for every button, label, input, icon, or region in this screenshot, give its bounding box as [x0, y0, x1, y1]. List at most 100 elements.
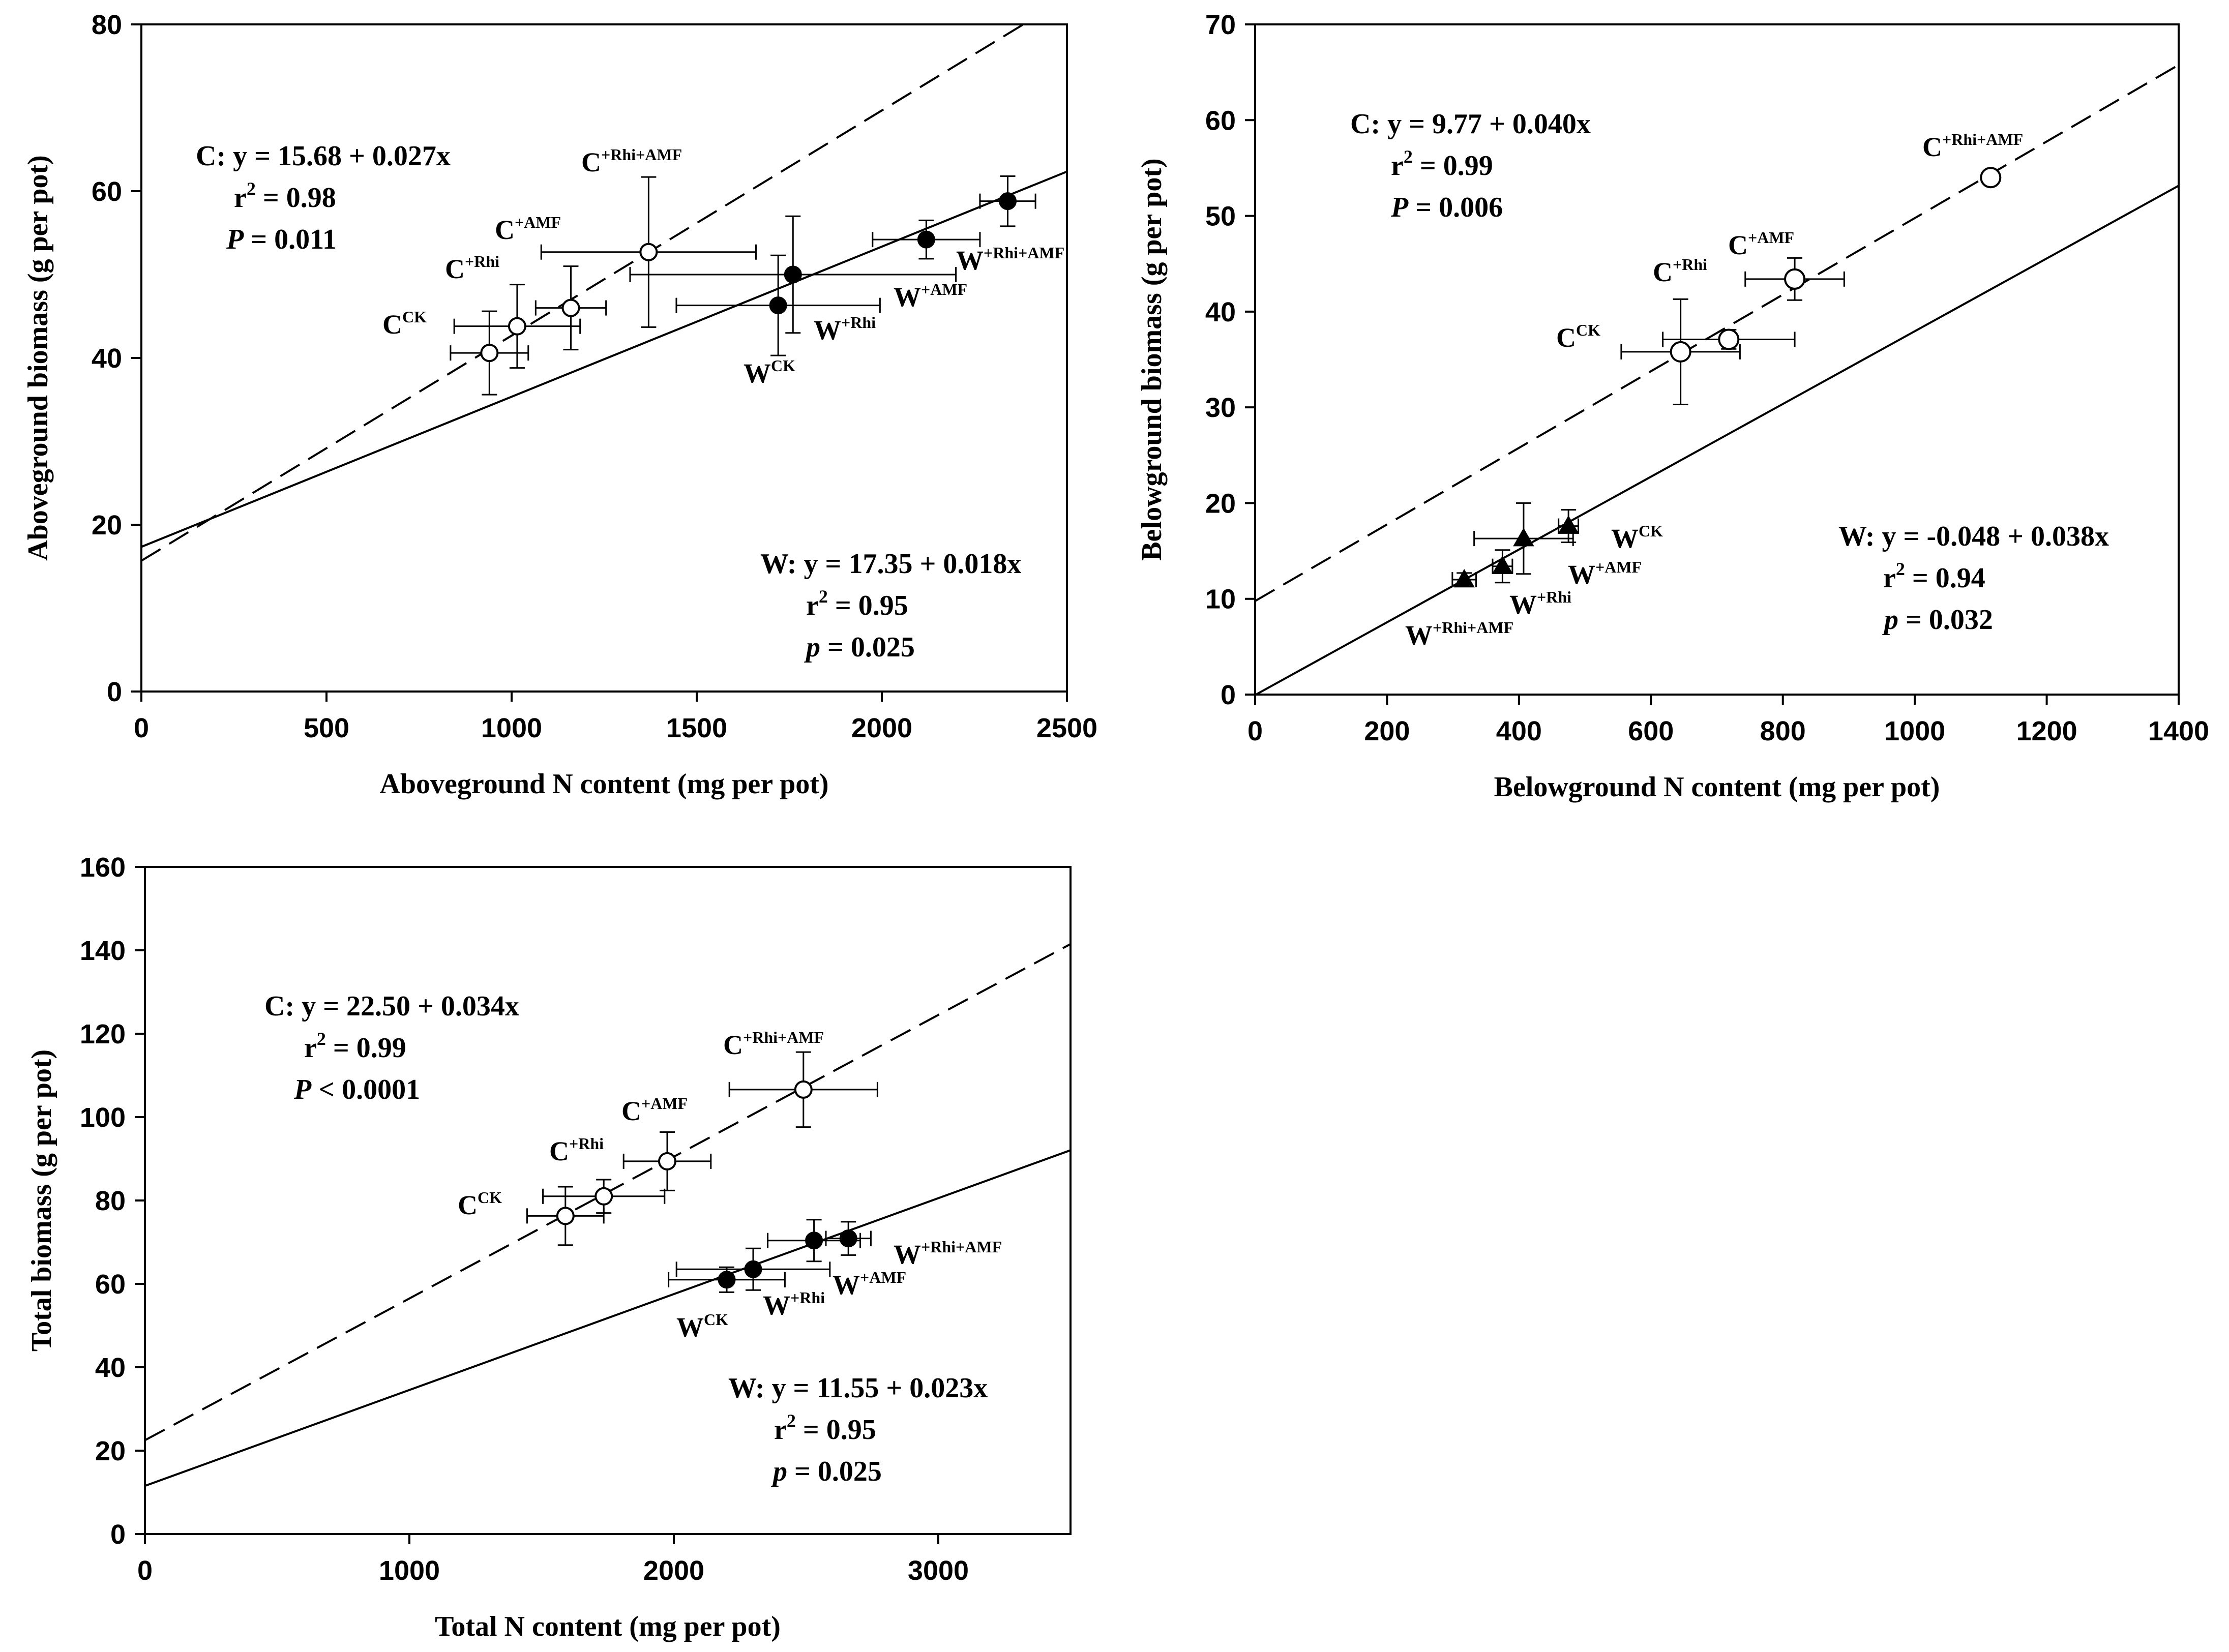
data-point-marker — [744, 1260, 762, 1278]
p-value-value: < 0.0001 — [311, 1074, 420, 1105]
plot-frame — [140, 23, 1068, 693]
regression-line-c — [141, 24, 1026, 562]
regression-line-c — [1255, 64, 2179, 602]
p-value-symbol: P — [226, 224, 244, 255]
treatment-label: W+Rhi — [763, 1288, 825, 1320]
data-point-marker — [769, 296, 787, 315]
x-tick-label: 800 — [1760, 716, 1806, 746]
treatment-label-base: C — [1556, 322, 1576, 353]
r-squared-value: = 0.99 — [326, 1032, 406, 1064]
y-tick-label: 20 — [95, 1436, 126, 1466]
x-tick-label: 0 — [1247, 716, 1263, 746]
treatment-label-base: W — [1509, 589, 1537, 620]
r-squared-value: = 0.94 — [1905, 562, 1985, 594]
y-tick-label: 20 — [92, 510, 122, 540]
y-tick-label: 160 — [80, 852, 126, 883]
p-value-symbol: p — [1882, 604, 1898, 636]
treatment-label-superscript: +Rhi+AMF — [1942, 130, 2023, 148]
p-value-symbol: p — [771, 1456, 787, 1487]
treatment-label: C+AMF — [1728, 228, 1794, 260]
regression-lines — [1255, 64, 2179, 695]
treatment-label-base: W — [956, 245, 984, 276]
p-value: P = 0.006 — [1390, 192, 1503, 223]
x-tick-label: 3000 — [908, 1555, 969, 1586]
treatment-label: W+AMF — [1568, 558, 1642, 590]
y-tick-label: 40 — [1205, 297, 1236, 327]
r-squared-value: = 0.98 — [256, 182, 336, 214]
r-squared: r2 = 0.98 — [234, 178, 336, 214]
y-tick-label: 40 — [92, 343, 122, 374]
treatment-label-superscript: +Rhi+AMF — [1433, 618, 1513, 637]
p-value: p = 0.032 — [1882, 604, 1993, 636]
data-point-marker — [794, 1080, 813, 1099]
p-value-value: = 0.006 — [1408, 192, 1503, 223]
treatment-label-superscript: +Rhi — [841, 313, 876, 332]
point-c-1 — [453, 284, 581, 369]
treatment-label: CCK — [1556, 321, 1600, 353]
y-axis-title: Aboveground biomass (g per pot) — [22, 155, 54, 561]
data-point-marker — [917, 230, 935, 249]
data-point-marker — [1980, 167, 2002, 189]
x-tick-label: 400 — [1496, 716, 1542, 746]
x-tick-label: 1000 — [379, 1555, 440, 1586]
treatment-label-superscript: CK — [402, 308, 427, 326]
y-tick-label: 120 — [80, 1019, 126, 1049]
r-squared: r2 = 0.99 — [1391, 146, 1493, 182]
y-tick-label: 60 — [95, 1269, 126, 1300]
treatment-label-superscript: +Rhi — [790, 1288, 825, 1307]
data-point-marker — [839, 1229, 857, 1248]
treatment-label: C+Rhi+AMF — [1922, 130, 2023, 162]
treatment-label-superscript: CK — [1576, 321, 1600, 339]
point-c-0 — [526, 1186, 605, 1246]
treatment-label: WCK — [1611, 522, 1663, 554]
data-point-marker — [1718, 328, 1740, 350]
equation-line: W: y = 11.55 + 0.023x — [728, 1372, 988, 1404]
point-w-3 — [979, 175, 1036, 227]
point-w-3 — [825, 1221, 872, 1256]
data-point-marker — [508, 317, 526, 336]
treatment-label-superscript: +Rhi — [1537, 588, 1571, 606]
treatment-label: W+Rhi+AMF — [894, 1238, 1002, 1270]
x-tick-label: 1000 — [481, 713, 542, 743]
r-squared: r2 = 0.94 — [1883, 559, 1985, 594]
treatment-label-base: W — [833, 1270, 860, 1300]
treatment-label-superscript: +Rhi+AMF — [601, 145, 682, 164]
r-squared-exponent: 2 — [317, 1029, 326, 1049]
point-c-3 — [1980, 167, 2002, 189]
point-w-0 — [1558, 509, 1580, 544]
regression-line-w — [1255, 185, 2179, 695]
data-point-marker — [1492, 555, 1513, 574]
equation-line: C: y = 9.77 + 0.040x — [1350, 108, 1591, 140]
treatment-label-superscript: +Rhi+AMF — [984, 244, 1064, 262]
point-c-3 — [540, 176, 757, 328]
equation-w: W: y = 17.35 + 0.018x r2 = 0.95 p = 0.025 — [760, 548, 1021, 663]
equation-line: W: y = -0.048 + 0.038x — [1838, 521, 2109, 552]
treatment-label-superscript: +AMF — [1748, 228, 1794, 247]
y-tick-label: 100 — [80, 1102, 126, 1133]
r-squared-exponent: 2 — [247, 178, 256, 199]
treatment-label-base: W — [894, 1239, 921, 1270]
r-squared: r2 = 0.99 — [304, 1029, 406, 1064]
treatment-label: CCK — [458, 1188, 502, 1220]
treatment-label-base: W — [1611, 523, 1639, 554]
treatment-label-base: W — [894, 282, 921, 312]
x-axis-title: Belowground N content (mg per pot) — [1494, 771, 1940, 803]
point-w-0 — [668, 1266, 786, 1293]
treatment-label-base: C — [382, 309, 402, 340]
r-squared-value: = 0.99 — [1413, 150, 1493, 182]
y-tick-label: 20 — [1205, 488, 1236, 519]
data-point-marker — [480, 344, 499, 363]
x-tick-label: 2500 — [1036, 713, 1097, 743]
x-tick-label: 0 — [137, 1555, 153, 1586]
p-value-symbol: P — [293, 1074, 312, 1105]
treatment-label-base: W — [744, 358, 771, 388]
treatment-label: W+Rhi — [814, 313, 876, 345]
treatment-label-base: C — [495, 215, 515, 245]
r-squared-symbol: r — [1391, 150, 1404, 182]
x-tick-label: 2000 — [643, 1555, 704, 1586]
p-value-value: = 0.025 — [820, 632, 915, 663]
treatment-label: W+Rhi+AMF — [956, 244, 1064, 276]
data-point-marker — [556, 1207, 575, 1225]
treatment-label-superscript: CK — [478, 1188, 502, 1207]
